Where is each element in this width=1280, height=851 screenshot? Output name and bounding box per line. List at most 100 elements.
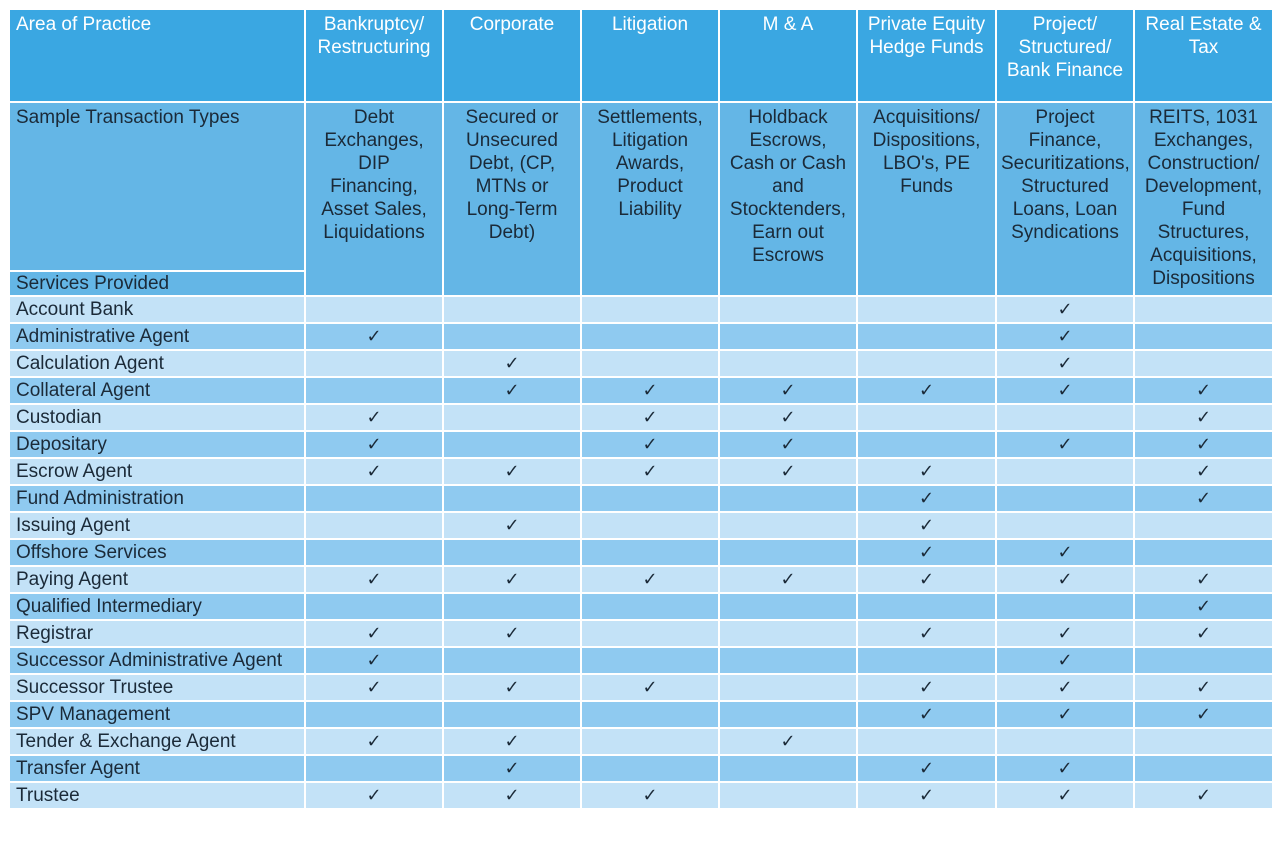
cell-corporate: ✓ <box>442 781 582 810</box>
checkmark-icon: ✓ <box>1195 704 1212 724</box>
table-row: Paying Agent ✓ ✓ ✓ ✓ ✓ ✓ ✓ <box>8 565 1274 594</box>
checkmark-icon: ✓ <box>504 515 520 535</box>
cell-corporate: ✓ <box>442 457 582 486</box>
checkmark-icon: ✓ <box>642 461 658 481</box>
cell-pe <box>856 727 997 756</box>
cell-ma: ✓ <box>718 403 858 432</box>
sample-transaction-pe: Acquisitions/ Dispositions, LBO's, PE Fu… <box>856 101 997 297</box>
cell-pe <box>856 592 997 621</box>
checkmark-icon: ✓ <box>1057 677 1073 697</box>
cell-project: ✓ <box>995 295 1135 324</box>
checkmark-icon: ✓ <box>780 407 796 427</box>
cell-realestate: ✓ <box>1133 673 1274 702</box>
cell-project: ✓ <box>995 754 1135 783</box>
cell-litigation <box>580 592 720 621</box>
cell-corporate: ✓ <box>442 754 582 783</box>
cell-ma <box>718 619 858 648</box>
table-row: Offshore Services ✓ ✓ <box>8 538 1274 567</box>
cell-project <box>995 484 1135 513</box>
checkmark-icon: ✓ <box>1057 758 1073 778</box>
table-row: Depositary ✓ ✓ ✓ ✓ ✓ <box>8 430 1274 459</box>
cell-pe <box>856 430 997 459</box>
checkmark-icon: ✓ <box>504 623 520 643</box>
cell-litigation <box>580 349 720 378</box>
cell-realestate <box>1133 754 1274 783</box>
cell-project: ✓ <box>995 430 1135 459</box>
column-header-bankruptcy: Bankruptcy/ Restructuring <box>304 8 444 103</box>
checkmark-icon: ✓ <box>1195 461 1212 481</box>
sample-transaction-project: Project Finance, Securitizations, Struct… <box>995 101 1135 297</box>
table-row: Account Bank ✓ <box>8 295 1274 324</box>
checkmark-icon: ✓ <box>366 650 382 670</box>
cell-pe: ✓ <box>856 538 997 567</box>
column-header-project: Project/ Structured/ Bank Finance <box>995 8 1135 103</box>
checkmark-icon: ✓ <box>1195 623 1212 643</box>
cell-bankruptcy <box>304 754 444 783</box>
service-name: Escrow Agent <box>8 457 306 486</box>
cell-realestate: ✓ <box>1133 592 1274 621</box>
cell-litigation <box>580 700 720 729</box>
table-row: Qualified Intermediary ✓ <box>8 592 1274 621</box>
checkmark-icon: ✓ <box>1195 569 1212 589</box>
cell-realestate: ✓ <box>1133 403 1274 432</box>
checkmark-icon: ✓ <box>918 704 935 724</box>
cell-corporate: ✓ <box>442 376 582 405</box>
checkmark-icon: ✓ <box>504 758 520 778</box>
checkmark-icon: ✓ <box>918 758 935 778</box>
cell-corporate <box>442 538 582 567</box>
cell-bankruptcy <box>304 349 444 378</box>
sample-transaction-bankruptcy: Debt Exchanges, DIP Financing, Asset Sal… <box>304 101 444 297</box>
cell-corporate: ✓ <box>442 565 582 594</box>
checkmark-icon: ✓ <box>780 569 796 589</box>
checkmark-icon: ✓ <box>642 434 658 454</box>
cell-ma <box>718 511 858 540</box>
cell-bankruptcy: ✓ <box>304 322 444 351</box>
cell-corporate <box>442 322 582 351</box>
cell-bankruptcy <box>304 295 444 324</box>
column-header-litigation: Litigation <box>580 8 720 103</box>
table-row: Registrar ✓ ✓ ✓ ✓ ✓ <box>8 619 1274 648</box>
service-rows: Account Bank ✓ Administrative Agent ✓ ✓ Calcu… <box>8 295 1274 810</box>
service-name: Registrar <box>8 619 306 648</box>
cell-litigation: ✓ <box>580 430 720 459</box>
cell-pe: ✓ <box>856 700 997 729</box>
checkmark-icon: ✓ <box>642 407 658 427</box>
cell-litigation: ✓ <box>580 403 720 432</box>
checkmark-icon: ✓ <box>1195 434 1212 454</box>
cell-litigation: ✓ <box>580 376 720 405</box>
cell-pe: ✓ <box>856 673 997 702</box>
cell-corporate: ✓ <box>442 511 582 540</box>
services-provided-row: Services Provided <box>8 270 1273 297</box>
checkmark-icon: ✓ <box>642 785 658 805</box>
checkmark-icon: ✓ <box>642 380 658 400</box>
checkmark-icon: ✓ <box>918 461 935 481</box>
service-name: Account Bank <box>8 295 306 324</box>
checkmark-icon: ✓ <box>366 623 382 643</box>
cell-bankruptcy <box>304 538 444 567</box>
checkmark-icon: ✓ <box>504 353 520 373</box>
checkmark-icon: ✓ <box>1057 569 1073 589</box>
service-name: Transfer Agent <box>8 754 306 783</box>
cell-pe: ✓ <box>856 565 997 594</box>
cell-ma <box>718 646 858 675</box>
checkmark-icon: ✓ <box>780 731 796 751</box>
cell-corporate: ✓ <box>442 619 582 648</box>
checkmark-icon: ✓ <box>1057 299 1073 319</box>
cell-project: ✓ <box>995 673 1135 702</box>
cell-realestate <box>1133 646 1274 675</box>
checkmark-icon: ✓ <box>1057 704 1073 724</box>
table-row: Issuing Agent ✓ ✓ <box>8 511 1274 540</box>
checkmark-icon: ✓ <box>504 677 520 697</box>
cell-corporate: ✓ <box>442 349 582 378</box>
checkmark-icon: ✓ <box>504 785 520 805</box>
cell-corporate <box>442 484 582 513</box>
cell-realestate <box>1133 511 1274 540</box>
cell-project <box>995 457 1135 486</box>
cell-ma: ✓ <box>718 565 858 594</box>
cell-bankruptcy: ✓ <box>304 403 444 432</box>
table-row: SPV Management ✓ ✓ ✓ <box>8 700 1274 729</box>
table-row: Collateral Agent ✓ ✓ ✓ ✓ ✓ ✓ <box>8 376 1274 405</box>
cell-pe: ✓ <box>856 376 997 405</box>
service-name: Calculation Agent <box>8 349 306 378</box>
sample-transaction-litigation: Settlements, Litigation Awards, Product … <box>580 101 720 297</box>
